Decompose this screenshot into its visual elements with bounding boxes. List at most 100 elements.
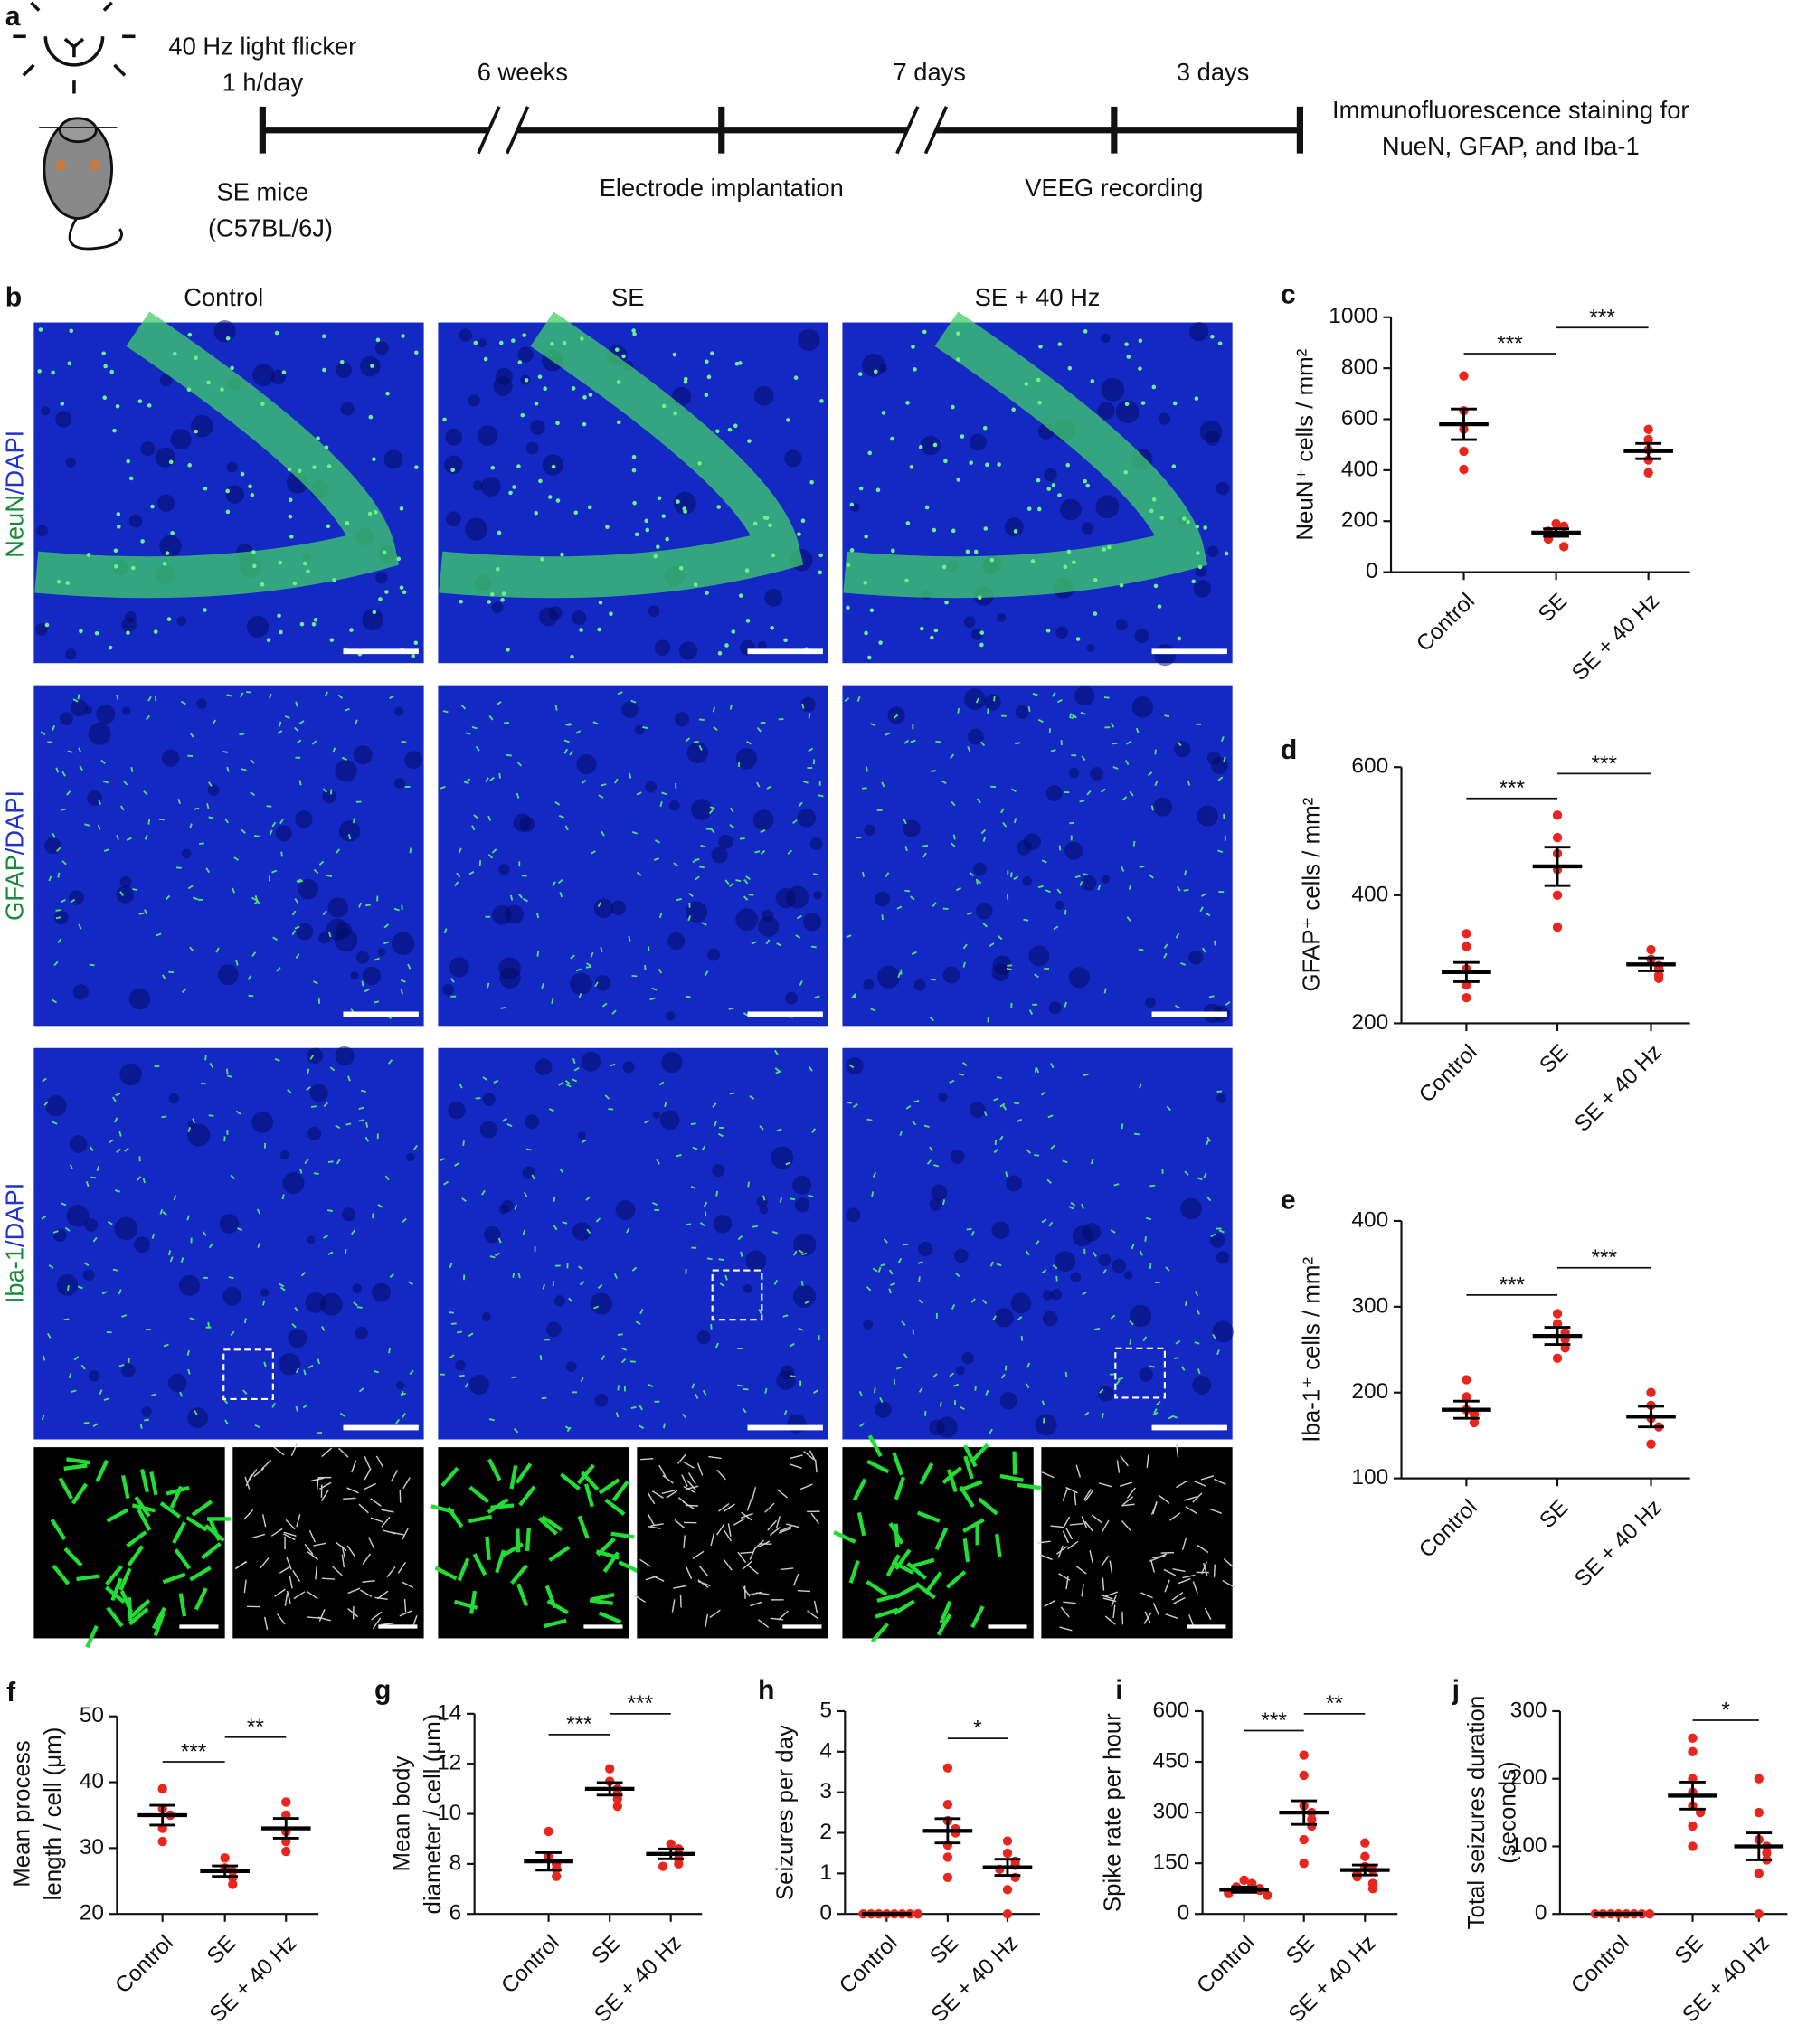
cell [400,979,406,983]
y-tick-label: 100 [1351,1465,1388,1490]
cell [1093,577,1098,582]
process [341,1554,345,1568]
cell [207,781,213,787]
process [999,1473,1024,1482]
process [537,1517,558,1536]
process [945,1570,967,1589]
cell [1041,859,1047,864]
cell [642,726,648,729]
cell [1151,497,1157,502]
process [137,1509,152,1531]
cell [60,808,66,811]
process [370,1517,383,1523]
cell [617,1333,623,1336]
inset-box [222,1348,274,1400]
texture [1197,805,1218,827]
cell [979,630,985,635]
cell [905,401,910,405]
cell [92,1423,99,1427]
cell [705,359,709,364]
y-tick-label: 3 [819,1779,832,1803]
process [274,1588,286,1597]
cell [1197,564,1203,570]
texture [936,1416,958,1438]
cell [969,871,975,877]
process [764,1502,775,1513]
cell [1180,1366,1186,1371]
cell [672,352,677,357]
process [919,1462,934,1486]
texture [800,696,816,713]
cell [323,1102,328,1108]
cell [586,1228,591,1235]
cell [251,550,256,554]
cell [1037,400,1042,405]
process [647,1492,656,1505]
texture [119,875,132,888]
cell [335,1124,341,1130]
cell [279,629,283,635]
data-point [1299,1770,1309,1781]
texture [282,1172,305,1195]
cell [1210,1233,1216,1238]
cell [949,1079,955,1084]
cell [635,1320,641,1326]
process [747,1565,759,1575]
cell [910,739,916,743]
process [315,1566,317,1580]
process [362,1553,372,1565]
process [283,1531,297,1537]
cell [294,925,300,930]
texture [1050,1289,1063,1301]
cell [294,898,299,904]
cell [1101,1413,1104,1419]
cell [798,1249,804,1254]
cell [55,909,61,912]
cell [281,370,287,375]
texture [84,1218,99,1232]
texture [252,364,275,386]
process [401,1581,414,1589]
process [468,1485,490,1504]
process [892,1452,904,1476]
texture [942,966,960,984]
cell [713,725,718,732]
cell [1036,1067,1040,1074]
cell [754,850,761,854]
process [894,1476,905,1500]
texture [1123,1271,1133,1280]
texture [792,1284,817,1308]
cell [771,1231,778,1235]
cell [651,987,658,991]
cell [812,1389,818,1394]
cell [756,726,762,733]
cell [852,1103,858,1108]
cell [999,808,1005,814]
y-axis-label: Total seizures duration [1464,1696,1490,1930]
cell [384,1175,390,1181]
cell [321,1326,326,1331]
cell [1184,1170,1189,1176]
cell [296,878,302,883]
cell [715,1190,719,1197]
cell [792,1250,798,1256]
data-point [1307,1814,1317,1824]
cell [738,593,743,598]
cell [377,1203,383,1208]
cell [795,934,801,939]
process [705,1613,709,1628]
x-tick-label: SE [1535,1495,1573,1533]
texture [678,641,698,660]
cell [411,654,416,658]
cell [846,563,851,567]
cell [585,965,591,969]
process [397,1561,406,1574]
process [856,1512,866,1537]
texture [967,728,984,745]
data-point [1299,1834,1309,1845]
cell [581,1139,587,1144]
cell [42,1355,46,1361]
data-point [1754,1869,1764,1878]
cell [904,846,908,852]
data-point [544,1826,553,1837]
